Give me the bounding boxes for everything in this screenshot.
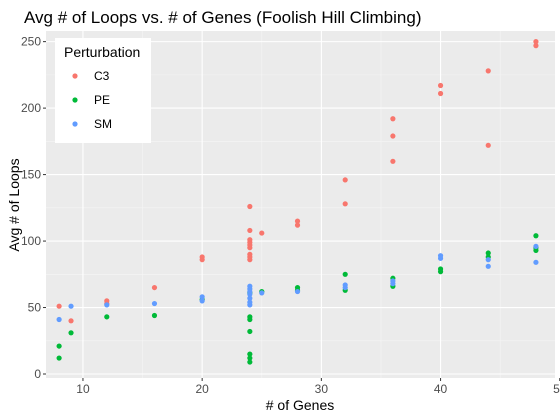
y-tick-label: 250 bbox=[21, 35, 41, 49]
data-point bbox=[390, 116, 396, 122]
data-point bbox=[68, 330, 74, 336]
data-point bbox=[437, 90, 444, 97]
x-tick-label: 20 bbox=[195, 382, 209, 396]
chart-title: Avg # of Loops vs. # of Genes (Foolish H… bbox=[24, 8, 421, 27]
legend-label-c3: C3 bbox=[94, 69, 110, 83]
data-points bbox=[56, 39, 539, 365]
data-point bbox=[533, 43, 539, 49]
data-point bbox=[294, 288, 301, 295]
legend-key-c3 bbox=[72, 73, 78, 79]
data-point bbox=[390, 281, 396, 287]
data-point bbox=[533, 259, 539, 265]
data-point bbox=[247, 359, 253, 365]
y-tick-label: 200 bbox=[21, 101, 41, 115]
data-point bbox=[56, 316, 62, 323]
data-point bbox=[247, 351, 253, 357]
y-tick-label: 100 bbox=[21, 234, 41, 248]
x-axis: 10 20 30 40 50 bbox=[76, 378, 560, 396]
legend-title: Perturbation bbox=[64, 44, 140, 60]
data-point bbox=[199, 257, 205, 263]
data-point bbox=[247, 328, 253, 335]
legend-label-sm: SM bbox=[94, 117, 112, 131]
data-point bbox=[533, 39, 539, 45]
data-point bbox=[104, 314, 110, 320]
data-point bbox=[68, 318, 74, 324]
data-point bbox=[247, 203, 253, 210]
x-axis-title: # of Genes bbox=[266, 397, 335, 413]
data-point bbox=[56, 355, 62, 361]
x-tick-label: 40 bbox=[434, 382, 448, 396]
data-point bbox=[247, 227, 253, 234]
data-point bbox=[199, 294, 205, 300]
y-axis-title: Avg # of Loops bbox=[6, 158, 22, 251]
data-point bbox=[390, 158, 396, 164]
data-point bbox=[533, 247, 539, 253]
data-point bbox=[151, 312, 158, 319]
data-point bbox=[485, 263, 491, 269]
data-point bbox=[485, 257, 491, 263]
data-point bbox=[294, 222, 301, 228]
data-point bbox=[342, 271, 348, 277]
series-c3 bbox=[56, 39, 539, 324]
data-point bbox=[104, 302, 110, 308]
data-point bbox=[247, 257, 253, 263]
data-point bbox=[533, 233, 539, 239]
data-point bbox=[151, 284, 158, 291]
y-tick-label: 150 bbox=[21, 168, 41, 182]
data-point bbox=[294, 218, 301, 224]
data-point bbox=[247, 245, 253, 251]
data-point bbox=[390, 133, 396, 139]
y-tick-label: 50 bbox=[28, 301, 42, 315]
data-point bbox=[199, 298, 205, 304]
data-point bbox=[247, 291, 253, 297]
data-point bbox=[437, 82, 444, 89]
data-point bbox=[342, 177, 348, 183]
data-point bbox=[533, 243, 539, 249]
data-point bbox=[259, 290, 265, 296]
x-tick-label: 50 bbox=[553, 382, 560, 396]
x-tick-label: 10 bbox=[76, 382, 90, 396]
series-sm bbox=[56, 243, 539, 323]
data-point bbox=[485, 250, 491, 256]
y-tick-label: 0 bbox=[34, 367, 41, 381]
legend-label-pe: PE bbox=[94, 93, 110, 107]
legend: Perturbation C3 PE SM bbox=[55, 38, 151, 143]
y-axis: 0 50 100 150 200 250 bbox=[21, 35, 46, 381]
legend-key-sm bbox=[72, 121, 78, 127]
data-point bbox=[247, 316, 253, 323]
data-point bbox=[247, 295, 253, 301]
data-point bbox=[437, 255, 444, 261]
data-point bbox=[259, 230, 265, 236]
x-tick-label: 30 bbox=[315, 382, 329, 396]
legend-items: C3 PE SM bbox=[72, 69, 112, 131]
data-point bbox=[247, 355, 253, 361]
data-point bbox=[56, 303, 62, 309]
data-point bbox=[437, 269, 444, 275]
legend-box bbox=[55, 38, 151, 143]
data-point bbox=[342, 201, 348, 207]
data-point bbox=[247, 302, 253, 308]
data-point bbox=[485, 142, 491, 148]
data-point bbox=[342, 284, 348, 291]
legend-key-pe bbox=[72, 97, 78, 103]
data-point bbox=[485, 68, 491, 74]
data-point bbox=[68, 303, 74, 309]
data-point bbox=[151, 300, 158, 307]
data-point bbox=[56, 343, 62, 349]
